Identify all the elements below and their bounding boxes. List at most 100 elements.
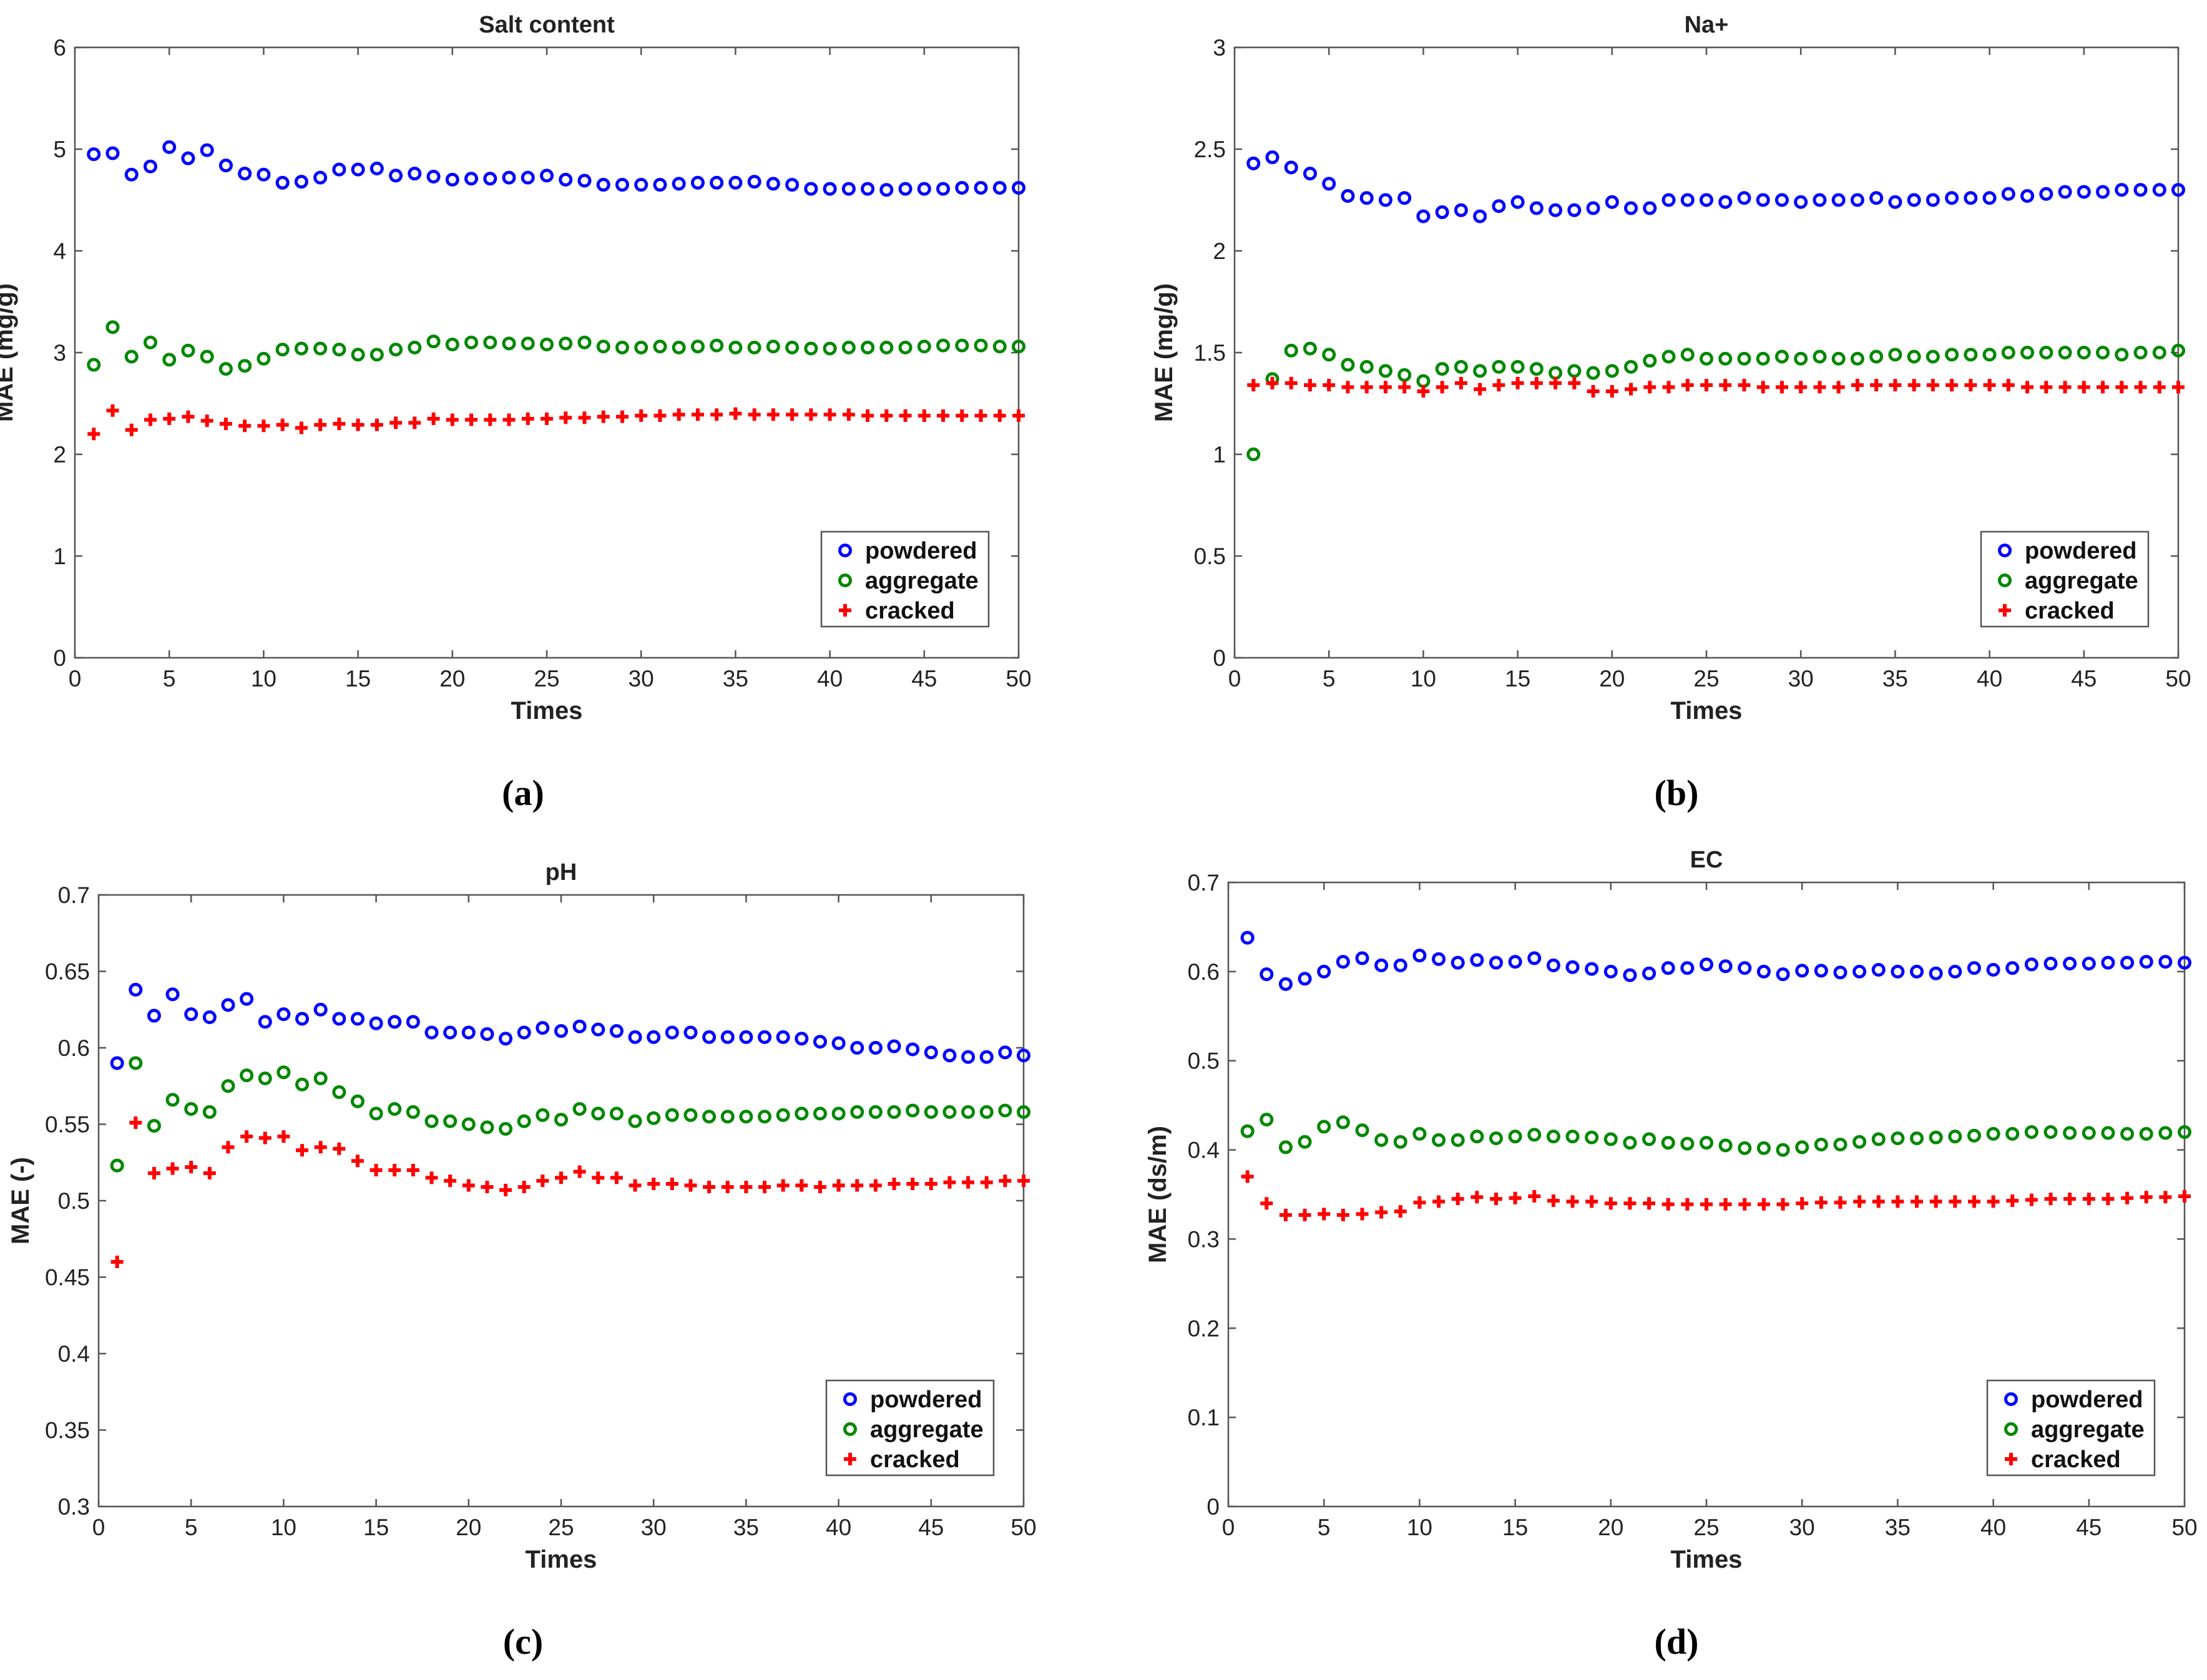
data-point-aggregate [1833, 1138, 1847, 1151]
x-tick-label: 5 [1323, 666, 1336, 691]
data-point-powdered [332, 1012, 346, 1026]
x-tick-label: 30 [1789, 1515, 1815, 1540]
data-point-cracked [517, 1180, 531, 1193]
data-point-cracked [592, 1171, 605, 1184]
data-point-cracked [943, 1176, 956, 1189]
data-point-powdered [2024, 957, 2038, 972]
data-point-powdered [1336, 955, 1350, 969]
data-point-aggregate [1718, 351, 1733, 366]
data-point-aggregate [276, 1065, 291, 1080]
data-point-cracked [805, 408, 818, 421]
y-tick-label: 0.55 [45, 1112, 90, 1138]
data-point-cracked [314, 1141, 327, 1154]
data-point-cracked [1260, 1197, 1273, 1210]
data-point-powdered [2077, 185, 2091, 199]
data-point-powdered [998, 1045, 1012, 1060]
legend-marker-aggregate [2004, 1422, 2018, 1436]
data-point-powdered [1948, 964, 1962, 979]
data-point-aggregate [1546, 1130, 1560, 1144]
data-point-aggregate [1700, 1136, 1713, 1150]
data-point-powdered [609, 1024, 624, 1038]
data-point-cracked [427, 412, 440, 425]
data-point-aggregate [1492, 359, 1506, 374]
data-point-powdered [2101, 955, 2115, 970]
chart-title: EC [1690, 847, 1723, 873]
legend-label-powdered: powdered [2025, 538, 2136, 564]
data-point-aggregate [785, 340, 800, 354]
data-point-aggregate [1907, 349, 1921, 364]
data-point-aggregate [1776, 1143, 1790, 1157]
data-point-aggregate [979, 1105, 994, 1119]
data-point-aggregate [728, 340, 743, 354]
data-point-cracked [536, 1175, 549, 1188]
y-tick-label: 5 [53, 137, 66, 162]
data-point-cracked [2082, 1193, 2095, 1206]
data-point-cracked [351, 418, 365, 431]
data-point-powdered [785, 178, 800, 192]
data-point-powdered [861, 182, 875, 196]
y-tick-label: 0.7 [58, 882, 90, 908]
data-point-powdered [443, 1025, 458, 1040]
data-point-powdered [634, 178, 648, 192]
data-point-cracked [2006, 1194, 2019, 1207]
data-point-powdered [766, 177, 780, 191]
data-point-powdered [1435, 205, 1449, 220]
data-point-powdered [445, 172, 459, 187]
x-tick-label: 50 [2165, 666, 2191, 691]
legend-marker-cracked [839, 604, 851, 617]
data-point-powdered [200, 143, 214, 157]
legend-marker-aggregate [838, 574, 852, 587]
y-tick-label: 0.4 [1188, 1138, 1220, 1163]
data-point-aggregate [1891, 1131, 1905, 1145]
data-point-powdered [1986, 963, 2000, 977]
data-point-powdered [2096, 185, 2110, 199]
data-point-powdered [1661, 961, 1675, 975]
data-point-cracked [1585, 1195, 1598, 1208]
data-point-powdered [540, 168, 554, 183]
data-point-aggregate [634, 340, 648, 354]
data-point-powdered [554, 1024, 568, 1038]
y-tick-label: 0 [53, 645, 66, 671]
data-point-powdered [1527, 951, 1542, 965]
data-point-cracked [906, 1178, 919, 1191]
data-point-cracked [2102, 1193, 2115, 1206]
data-point-powdered [369, 161, 384, 175]
data-point-cracked [615, 410, 629, 423]
data-point-powdered [147, 1008, 161, 1023]
data-point-cracked [1547, 1194, 1560, 1207]
data-point-powdered [1718, 195, 1733, 209]
data-point-cracked [795, 1179, 808, 1192]
data-point-aggregate [389, 343, 403, 357]
data-point-aggregate [861, 340, 875, 354]
data-point-cracked [147, 1166, 160, 1179]
data-point-powdered [181, 151, 195, 165]
legend-label-powdered: powdered [2031, 1387, 2143, 1413]
data-point-cracked [2140, 1191, 2153, 1204]
data-point-cracked [610, 1171, 623, 1184]
data-point-powdered [1891, 964, 1905, 979]
data-point-powdered [483, 172, 497, 186]
data-point-cracked [1413, 1196, 1426, 1209]
data-point-cracked [1394, 1205, 1407, 1218]
data-point-aggregate [2058, 346, 2072, 359]
data-point-powdered [879, 183, 894, 197]
data-point-cracked [2115, 381, 2128, 394]
data-point-aggregate [181, 343, 195, 358]
data-point-cracked [408, 416, 421, 429]
data-point-powdered [1489, 955, 1503, 970]
legend-label-aggregate: aggregate [2031, 1417, 2145, 1443]
data-point-aggregate [1508, 1130, 1522, 1144]
data-point-powdered [1412, 949, 1427, 963]
data-point-powdered [974, 180, 988, 195]
data-point-aggregate [554, 1113, 568, 1127]
data-point-cracked [1528, 1189, 1541, 1203]
data-point-aggregate [200, 349, 214, 364]
data-point-aggregate [295, 1077, 310, 1092]
data-point-powdered [2158, 955, 2173, 969]
data-point-powdered [1317, 964, 1331, 979]
data-point-cracked [1568, 376, 1581, 389]
data-point-aggregate [1680, 348, 1695, 362]
data-point-aggregate [1850, 351, 1864, 366]
data-point-cracked [710, 408, 723, 421]
data-point-powdered [917, 182, 931, 196]
